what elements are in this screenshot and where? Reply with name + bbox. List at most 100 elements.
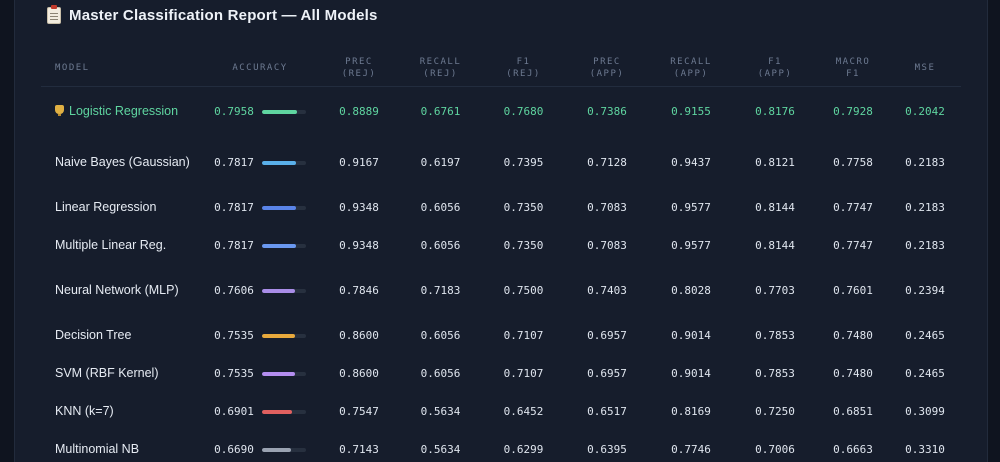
column-header-label: MODEL (55, 63, 90, 73)
accuracy-group: 0.7606 (214, 284, 306, 297)
model-name-cell: Naive Bayes (Gaussian) (41, 137, 201, 189)
mse-cell: 0.2465 (905, 367, 945, 380)
accuracy-cell: 0.6690 (201, 431, 319, 462)
column-header-label: MSE (914, 63, 936, 73)
model-name-cell: Linear Regression (41, 189, 201, 227)
mse-cell: 0.2183 (905, 201, 945, 214)
accuracy-cell: 0.7817 (201, 137, 319, 189)
macro-f1-cell: 0.7747 (833, 201, 873, 214)
report-title-bar: Master Classification Report — All Model… (47, 4, 378, 26)
f1-rej-cell: 0.7500 (503, 284, 544, 297)
accuracy-bar-fill (261, 109, 298, 114)
accuracy-bar-fill (261, 333, 295, 338)
column-header-label: F1 (768, 57, 782, 67)
recall-app-cell: 0.8028 (671, 284, 711, 297)
accuracy-bar (261, 160, 306, 165)
accuracy-bar-fill (261, 371, 295, 376)
accuracy-bar (261, 447, 306, 452)
column-header-f1-app[interactable]: F1 (APP) (733, 50, 817, 87)
f1-rej-cell: 0.6299 (503, 443, 544, 456)
table-row[interactable]: KNN (k=7) 0.6901 0.7547 0.5634 0.6452 0.6517 0… (41, 393, 961, 431)
column-header-label: RECALL (419, 57, 462, 67)
f1-rej-cell: 0.7107 (503, 367, 544, 380)
prec-app-cell: 0.7386 (587, 105, 627, 119)
accuracy-bar (261, 288, 306, 293)
accuracy-value: 0.7817 (214, 239, 254, 252)
column-header-f1-rej[interactable]: F1 (REJ) (482, 50, 565, 87)
accuracy-bar (261, 409, 306, 414)
f1-rej-cell: 0.7350 (503, 201, 544, 214)
column-header-recall-rej[interactable]: RECALL (REJ) (399, 50, 482, 87)
f1-app-cell: 0.7703 (755, 284, 795, 297)
column-header-label: MACRO (835, 57, 871, 67)
prec-app-cell: 0.7128 (587, 156, 627, 169)
f1-rej-cell: 0.6452 (503, 405, 544, 418)
recall-app-cell: 0.9437 (671, 156, 711, 169)
recall-app-cell: 0.7746 (671, 443, 711, 456)
table-row[interactable]: Logistic Regression 0.7958 0.8889 0.6761 0.7… (41, 87, 961, 137)
recall-rej-cell: 0.6197 (420, 156, 461, 169)
recall-rej-cell: 0.5634 (420, 443, 461, 456)
column-header-label: (APP) (673, 69, 709, 79)
macro-f1-cell: 0.7601 (833, 284, 873, 297)
f1-rej-cell: 0.7350 (503, 239, 544, 252)
model-name: Linear Regression (55, 200, 157, 214)
mse-cell: 0.3310 (905, 443, 945, 456)
prec-rej-cell: 0.7547 (339, 405, 379, 418)
column-header-macro-f1[interactable]: MACRO F1 (817, 50, 889, 87)
table-body: Logistic Regression 0.7958 0.8889 0.6761 0.7… (41, 87, 961, 462)
recall-app-cell: 0.9014 (671, 329, 711, 342)
model-name: Multiple Linear Reg. (55, 238, 167, 252)
prec-rej-cell: 0.7846 (339, 284, 379, 297)
accuracy-bar-fill (261, 243, 297, 248)
f1-rej-cell: 0.7395 (503, 156, 544, 169)
accuracy-bar (261, 243, 306, 248)
prec-rej-cell: 0.9167 (339, 156, 379, 169)
macro-f1-cell: 0.7758 (833, 156, 873, 169)
mse-cell: 0.2042 (905, 105, 945, 119)
macro-f1-cell: 0.7480 (833, 367, 873, 380)
f1-app-cell: 0.8144 (755, 239, 795, 252)
column-header-label: (REJ) (341, 69, 377, 79)
recall-rej-cell: 0.6056 (420, 201, 461, 214)
column-header-accuracy[interactable]: ACCURACY (201, 50, 319, 87)
column-header-label: PREC (345, 57, 373, 67)
macro-f1-cell: 0.6663 (833, 443, 873, 456)
macro-f1-cell: 0.7747 (833, 239, 873, 252)
prec-rej-cell: 0.9348 (339, 201, 379, 214)
table-row[interactable]: Naive Bayes (Gaussian) 0.7817 0.9167 0.6197… (41, 137, 961, 189)
prec-app-cell: 0.6957 (587, 329, 627, 342)
model-name-cell: Logistic Regression (41, 87, 201, 137)
f1-app-cell: 0.7853 (755, 329, 795, 342)
recall-app-cell: 0.9155 (671, 105, 711, 119)
macro-f1-cell: 0.7928 (833, 105, 873, 119)
column-header-recall-app[interactable]: RECALL (APP) (649, 50, 733, 87)
column-header-model[interactable]: MODEL (41, 50, 201, 87)
column-header-mse[interactable]: MSE (889, 50, 961, 87)
table-row[interactable]: Neural Network (MLP) 0.7606 0.7846 0.7183 0.… (41, 265, 961, 317)
recall-app-cell: 0.9577 (671, 239, 711, 252)
table-row[interactable]: Decision Tree 0.7535 0.8600 0.6056 0.7107 0.6… (41, 317, 961, 355)
prec-rej-cell: 0.9348 (339, 239, 379, 252)
f1-app-cell: 0.8121 (755, 156, 795, 169)
accuracy-value: 0.7817 (214, 156, 254, 169)
table-row[interactable]: Linear Regression 0.7817 0.9348 0.6056 0.735… (41, 189, 961, 227)
column-header-prec-rej[interactable]: PREC (REJ) (319, 50, 399, 87)
table-row[interactable]: SVM (RBF Kernel) 0.7535 0.8600 0.6056 0.7107… (41, 355, 961, 393)
accuracy-value: 0.7535 (214, 329, 254, 342)
accuracy-bar-fill (261, 447, 292, 452)
mse-cell: 0.2394 (905, 284, 945, 297)
f1-app-cell: 0.7250 (755, 405, 795, 418)
table-row[interactable]: Multinomial NB 0.6690 0.7143 0.5634 0.6299 0.… (41, 431, 961, 462)
prec-rej-cell: 0.8889 (339, 105, 379, 119)
model-name: SVM (RBF Kernel) (55, 366, 159, 380)
table-row[interactable]: Multiple Linear Reg. 0.7817 0.9348 0.6056 0.… (41, 227, 961, 265)
prec-app-cell: 0.6395 (587, 443, 627, 456)
accuracy-group: 0.7817 (214, 201, 306, 214)
accuracy-value: 0.6690 (214, 443, 254, 456)
prec-app-cell: 0.6957 (587, 367, 627, 380)
column-header-prec-app[interactable]: PREC (APP) (565, 50, 649, 87)
accuracy-group: 0.7535 (214, 367, 306, 380)
clipboard-icon (47, 4, 61, 24)
mse-cell: 0.3099 (905, 405, 945, 418)
